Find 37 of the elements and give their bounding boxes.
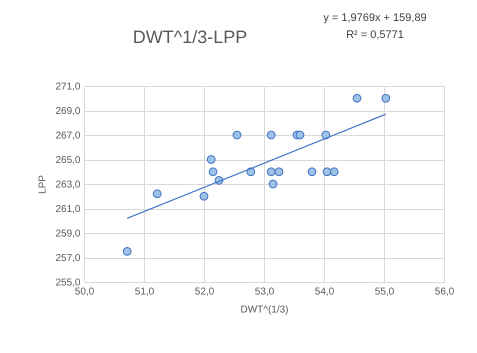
x-tick-label: 54,0 bbox=[314, 286, 335, 298]
point bbox=[352, 94, 362, 103]
text: y = 1,9769x + 159,89 bbox=[323, 12, 427, 24]
point bbox=[274, 167, 284, 176]
y-tick-label: 269,0 bbox=[55, 106, 81, 117]
point bbox=[308, 167, 316, 176]
x-tick-label: 51,0 bbox=[134, 286, 155, 298]
point bbox=[268, 180, 278, 188]
y-tick-label: 259,0 bbox=[55, 228, 81, 240]
point bbox=[266, 130, 276, 140]
text: R² = 0,5771 bbox=[346, 29, 404, 41]
point bbox=[152, 189, 162, 198]
point bbox=[381, 94, 390, 103]
point bbox=[330, 167, 339, 176]
x-tick-label: 52,0 bbox=[194, 286, 215, 298]
point bbox=[266, 167, 276, 176]
point bbox=[200, 192, 208, 201]
point bbox=[232, 130, 242, 140]
y-axis-title: LPP bbox=[37, 174, 48, 194]
x-tick-label: 50,0 bbox=[74, 286, 95, 298]
y-tick-label: 255,0 bbox=[55, 278, 81, 288]
chart-title: DWT^1/3-LPP bbox=[132, 27, 248, 47]
y-tick-label: 271,0 bbox=[55, 82, 81, 92]
point bbox=[206, 155, 216, 164]
point bbox=[296, 130, 304, 140]
point bbox=[208, 167, 218, 176]
y-tick-label: 267,0 bbox=[55, 130, 81, 142]
point bbox=[322, 167, 332, 176]
y-tick-label: 265,0 bbox=[55, 155, 81, 166]
y-tick-label: 257,0 bbox=[55, 253, 81, 264]
x-tick-label: 53,0 bbox=[254, 286, 275, 298]
point bbox=[122, 247, 132, 256]
x-axis-title: DWT^(1/3) bbox=[240, 304, 289, 316]
x-tick-label: 56,0 bbox=[434, 286, 455, 298]
y-tick-label: 263,0 bbox=[55, 180, 81, 190]
x-tick-label: 55,0 bbox=[374, 286, 395, 298]
y-tick-label: 261,0 bbox=[55, 204, 81, 215]
